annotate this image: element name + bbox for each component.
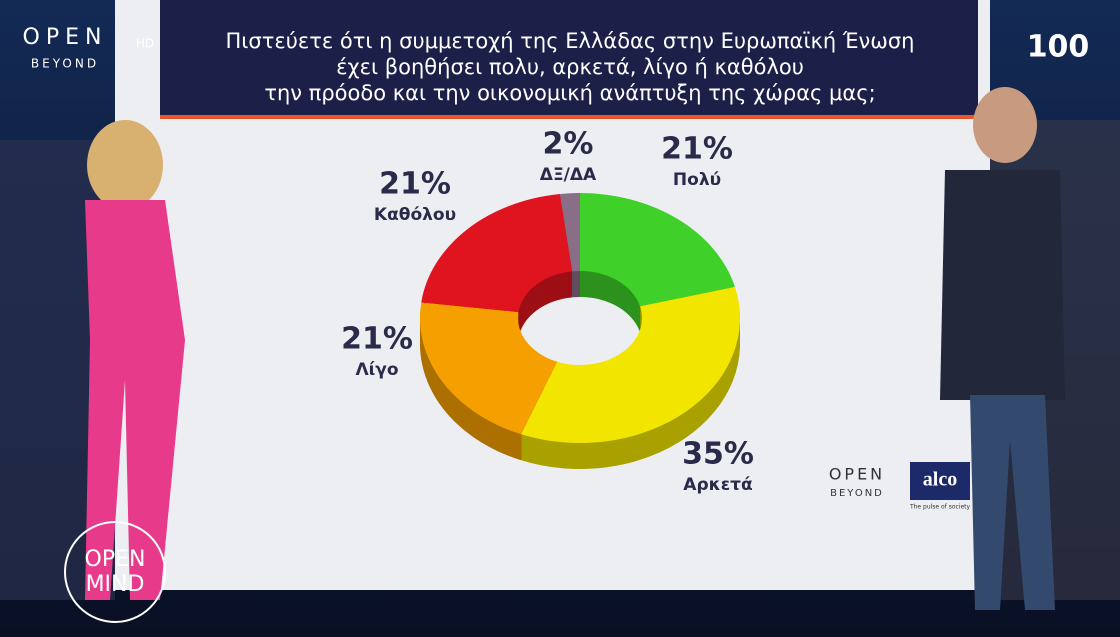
show-logo: MIND <box>86 572 145 597</box>
value-label: 21% <box>379 167 451 202</box>
value-label: 2% <box>543 127 594 162</box>
channel-sub: BEYOND <box>31 57 99 71</box>
slice <box>580 193 735 307</box>
donut: 21% Πολύ 35% Αρκετά 21% Λίγο 21% Καθόλου 2% ΔΞ/ΔΑ <box>341 127 754 496</box>
pollster-logo: alco <box>923 469 957 491</box>
slice <box>420 302 558 435</box>
source-logo-sub: BEYOND <box>830 488 884 499</box>
presenter-left <box>85 120 185 600</box>
category-label: ΔΞ/ΔΑ <box>540 165 597 185</box>
pollster-box <box>910 462 970 500</box>
category-label: Καθόλου <box>374 205 456 225</box>
presenter-right <box>940 87 1065 610</box>
channel-logo: OPEN <box>23 25 108 50</box>
show-logo: OPEN <box>85 547 146 572</box>
title-line: έχει βοηθήσει πολυ, αρκετά, λίγο ή καθόλ… <box>336 55 804 79</box>
title-line: την πρόοδο και την οικονομική ανάπτυξη τ… <box>264 81 875 105</box>
category-label: Πολύ <box>673 170 721 190</box>
counter: 100 <box>1027 30 1090 65</box>
slice <box>521 286 740 443</box>
value-label: 35% <box>682 437 754 472</box>
title-band <box>160 0 978 115</box>
category-label: Αρκετά <box>683 475 752 495</box>
channel-hd: HD <box>136 37 154 51</box>
show-logo-ring <box>64 521 166 623</box>
slice <box>559 193 580 272</box>
value-label: 21% <box>661 132 733 167</box>
slice <box>421 193 573 313</box>
title-line: Πιστεύετε ότι η συμμετοχή της Ελλάδας στ… <box>226 29 915 53</box>
category-label: Λίγο <box>355 360 398 380</box>
pollster-tagline: The pulse of society <box>909 504 971 511</box>
source-logo: OPEN <box>829 465 885 484</box>
value-label: 21% <box>341 322 413 357</box>
title-rule <box>160 115 978 119</box>
